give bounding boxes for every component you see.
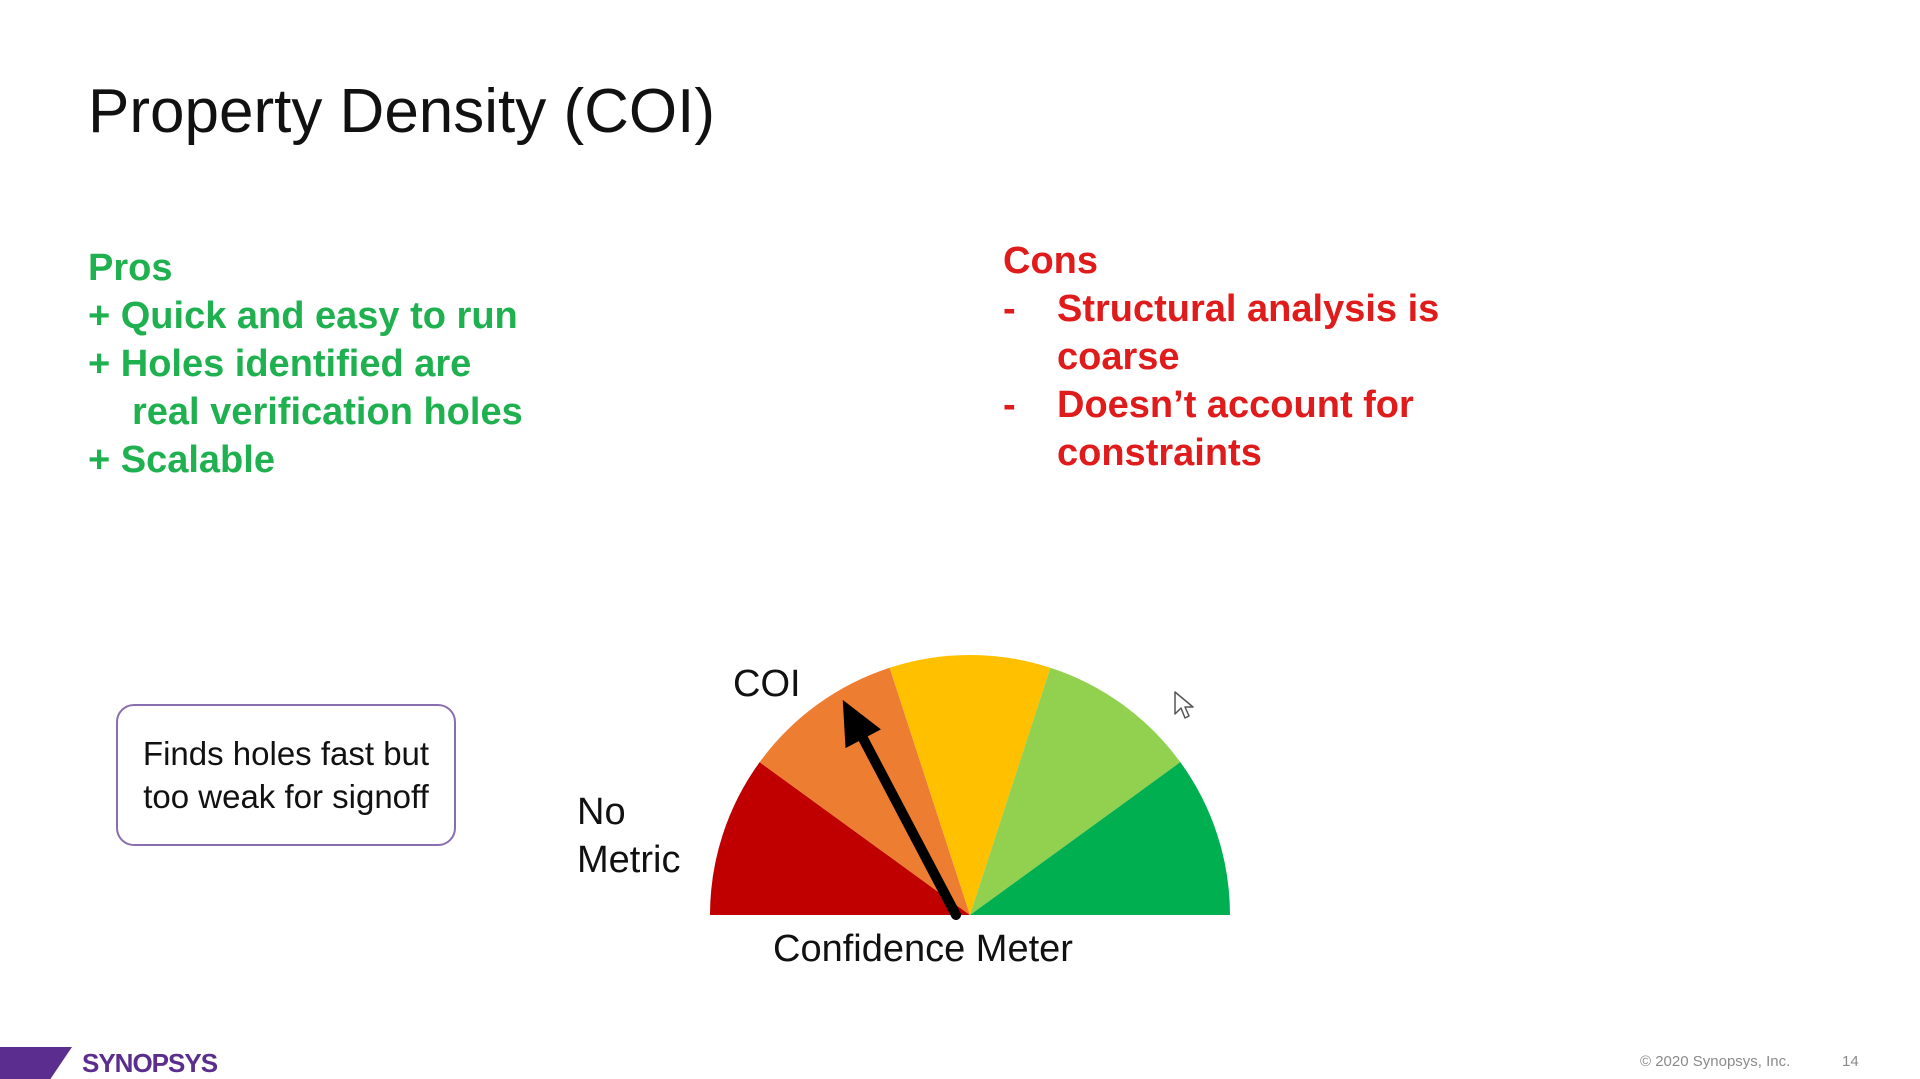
pros-item: + Quick and easy to run	[88, 295, 518, 337]
gauge-segment	[970, 762, 1230, 915]
cons-bullet: -	[1003, 288, 1016, 330]
page-title: Property Density (COI)	[88, 77, 716, 146]
needle-shaft	[858, 733, 961, 920]
gauge-segment	[710, 762, 970, 915]
confidence-meter-label: Confidence Meter	[773, 928, 1073, 970]
needle-arrowhead	[842, 699, 881, 749]
gauge-segment	[970, 667, 1181, 915]
confidence-gauge	[710, 655, 1230, 920]
pros-item: + Scalable	[88, 439, 275, 481]
copyright-text: © 2020 Synopsys, Inc.	[1640, 1053, 1791, 1070]
gauge-segment	[759, 667, 970, 915]
cons-bullet: -	[1003, 384, 1016, 426]
synopsys-logo: SYNOPSYS	[82, 1048, 218, 1078]
callout-text: Finds holes fast but too weak for signof…	[142, 735, 430, 815]
gauge-segments	[710, 655, 1230, 915]
cons-item: - Doesn’t account for constraints	[1003, 381, 1517, 477]
cons-item-text: Doesn’t account for constraints	[1057, 384, 1414, 474]
pros-item: real verification holes	[132, 391, 523, 433]
gauge-segment	[889, 655, 1051, 915]
no-metric-label: No Metric	[577, 791, 681, 881]
needle-label: COI	[733, 663, 801, 705]
gauge-needle	[842, 699, 961, 920]
footer-brand-bar	[0, 1047, 72, 1079]
mouse-cursor-icon	[1174, 691, 1194, 719]
cons-list: Cons - Structural analysis is coarse - D…	[1003, 237, 1517, 477]
callout-box: Finds holes fast but too weak for signof…	[116, 704, 456, 846]
cons-item-text: Structural analysis is coarse	[1057, 288, 1440, 378]
pros-list: Pros + Quick and easy to run + Holes ide…	[88, 244, 523, 484]
pros-heading: Pros	[88, 247, 173, 289]
pros-item: + Holes identified are	[88, 343, 472, 385]
cons-heading: Cons	[1003, 240, 1098, 282]
cons-item: - Structural analysis is coarse	[1003, 285, 1517, 381]
page-number: 14	[1842, 1053, 1859, 1070]
